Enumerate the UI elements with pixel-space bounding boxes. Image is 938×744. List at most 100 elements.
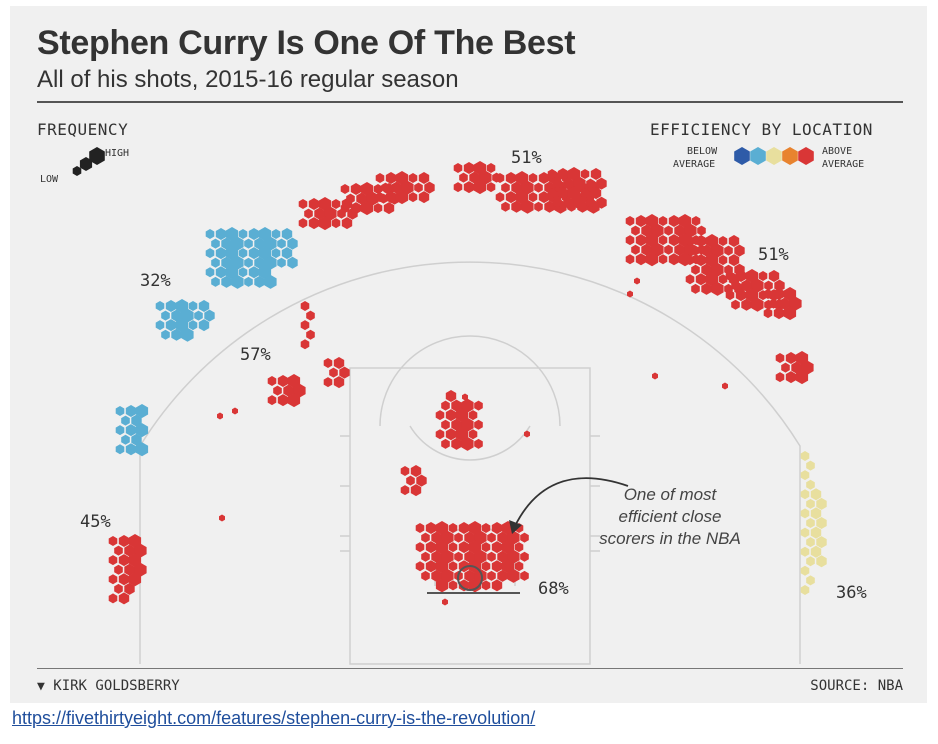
- hex-left-midrange: [306, 329, 315, 340]
- hex-left-wing: [238, 248, 248, 259]
- hex-left-midrange: [287, 374, 301, 388]
- hex-restricted-area: [474, 530, 487, 545]
- hex-left-wing: [115, 406, 125, 416]
- hex-left-midrange: [339, 366, 350, 379]
- chart-card: Stephen Curry Is One Of The Best All of …: [10, 6, 927, 703]
- hex-restricted-area: [491, 579, 503, 592]
- efficiency-scale-hex-2: [766, 147, 782, 165]
- hex-left-arc: [408, 173, 418, 183]
- hex-paint-upper: [441, 419, 450, 430]
- hex-left-wing: [171, 328, 182, 341]
- hex-left-midrange: [273, 385, 282, 396]
- hex-left-wing: [125, 443, 137, 456]
- hex-right-wing: [751, 297, 764, 312]
- hex-left-corner: [118, 592, 130, 605]
- hex-top: [580, 169, 590, 179]
- hex-left-corner: [114, 545, 123, 556]
- hex-right-corner: [800, 508, 810, 519]
- hex-top: [495, 192, 505, 203]
- hex-right-wing: [631, 244, 640, 255]
- hex-paint-upper: [461, 436, 474, 451]
- hex-scatter: [232, 407, 238, 415]
- hex-left-wing: [231, 255, 244, 270]
- hex-right-wing: [718, 236, 728, 246]
- hex-left-wing: [258, 227, 272, 241]
- hex-restricted-area: [441, 549, 454, 564]
- hex-left-wing: [194, 310, 203, 321]
- hex-right-wing: [635, 215, 647, 227]
- source-link[interactable]: https://fivethirtyeight.com/features/ste…: [12, 708, 536, 728]
- hex-scatter: [217, 412, 223, 420]
- hex-left-arc: [373, 184, 383, 194]
- hex-right-corner: [800, 546, 810, 557]
- frequency-low-label: LOW: [40, 174, 59, 185]
- hex-top: [586, 178, 595, 189]
- hex-restricted-area: [491, 541, 503, 554]
- hex-left-corner: [124, 582, 135, 595]
- hex-left-arc: [381, 182, 390, 193]
- fox-logo-icon: ▼: [37, 679, 45, 694]
- hex-top: [580, 188, 590, 199]
- hex-right-wing: [691, 245, 700, 256]
- hex-left-wing: [254, 256, 265, 269]
- hex-right-wing: [695, 273, 707, 286]
- hex-right-wing: [701, 244, 712, 257]
- pct-left-corner: 45%: [80, 512, 111, 532]
- hex-left-wing: [155, 301, 165, 311]
- hex-left-wing: [198, 319, 210, 332]
- hex-paint-upper: [451, 437, 462, 450]
- hex-restricted-area: [454, 532, 463, 543]
- hex-restricted-area: [454, 551, 463, 562]
- efficiency-scale-hex-0: [734, 147, 750, 165]
- hex-right-wing: [795, 370, 809, 385]
- hex-left-wing: [248, 247, 260, 260]
- hex-left-wing: [131, 433, 142, 446]
- hex-left-arc: [373, 203, 383, 214]
- hex-right-wing: [775, 353, 785, 363]
- hex-left-arc: [318, 216, 332, 231]
- hex-left-arc: [340, 184, 350, 194]
- hex-right-wing: [791, 361, 802, 374]
- efficiency-scale-hex-4: [798, 147, 814, 165]
- hex-restricted-area: [415, 523, 425, 533]
- hex-paint-upper: [435, 410, 445, 421]
- hex-restricted-area: [448, 561, 458, 572]
- hex-paint-upper: [441, 438, 450, 449]
- hex-left-wing: [215, 228, 227, 240]
- hex-right-corner: [800, 470, 810, 481]
- hex-left-arc: [360, 182, 374, 196]
- frequency-high-hex: [89, 147, 105, 165]
- hex-left-wing: [225, 265, 239, 280]
- hex-left-corner: [134, 562, 147, 577]
- hex-restricted-area: [514, 561, 524, 572]
- hex-right-wing: [641, 224, 652, 237]
- hex-scatter: [722, 382, 728, 390]
- hex-paint-upper: [474, 419, 483, 430]
- hex-left-arc: [418, 191, 430, 204]
- hex-left-wing: [258, 246, 272, 261]
- hex-left-wing: [271, 229, 281, 239]
- hex-left-arc: [356, 192, 367, 205]
- pct-right-corner: 36%: [836, 583, 867, 603]
- hex-left-wing: [115, 444, 125, 455]
- hex-top: [563, 196, 574, 209]
- hex-left-wing: [135, 404, 149, 418]
- annotation-arrow: [514, 477, 629, 527]
- hex-right-wing: [773, 307, 785, 320]
- hex-right-wing: [705, 253, 719, 268]
- hex-paint-upper: [468, 429, 478, 440]
- hex-right-wing: [734, 244, 745, 257]
- hex-top: [511, 200, 522, 213]
- hex-restricted-area: [441, 530, 454, 545]
- hex-restricted-area: [481, 561, 491, 572]
- hex-paint-left: [400, 485, 410, 496]
- hex-paint-upper: [445, 390, 457, 402]
- chart-title: Stephen Curry Is One Of The Best: [37, 24, 576, 62]
- pct-right-wing: 51%: [758, 245, 789, 265]
- hex-top: [567, 167, 581, 181]
- hex-top: [538, 172, 550, 184]
- hex-restricted-area: [435, 521, 449, 535]
- hex-top: [495, 173, 505, 183]
- frequency-mid-hex: [79, 157, 93, 171]
- hex-right-wing: [695, 235, 707, 247]
